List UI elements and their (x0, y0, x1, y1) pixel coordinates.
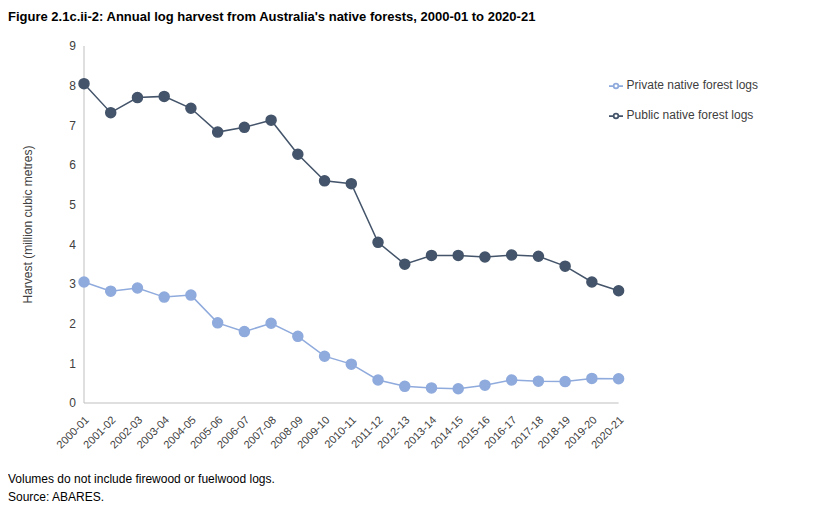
html-text:Source: ABARES.: Source: ABARES. (8, 490, 104, 504)
svg-text:2003-04: 2003-04 (134, 413, 172, 451)
svg-text:2017-18: 2017-18 (508, 413, 546, 451)
html-text:Figure 2.1c.ii-2: Annual log h: Figure 2.1c.ii-2: Annual log harvest fro… (8, 9, 536, 24)
svg-text:2004-05: 2004-05 (161, 413, 198, 451)
html-text:Public native forest logs: Public native forest logs (626, 108, 754, 122)
html-text:Private native forest logs: Private native forest logs (626, 78, 758, 92)
svg-text:2001-02: 2001-02 (80, 413, 118, 451)
svg-text:2000-01: 2000-01 (54, 413, 92, 451)
svg-text:2011-12: 2011-12 (348, 413, 386, 450)
svg-text:2018-19: 2018-19 (535, 413, 573, 451)
svg-text:1: 1 (69, 357, 76, 371)
svg-text:2: 2 (69, 317, 76, 331)
svg-text:2019-20: 2019-20 (561, 413, 599, 451)
svg-text:0: 0 (69, 396, 76, 410)
svg-text:2002-03: 2002-03 (107, 413, 145, 451)
svg-text:2013-14: 2013-14 (401, 413, 439, 451)
svg-text:Harvest (million cubic metres): Harvest (million cubic metres) (21, 145, 35, 303)
svg-text:2020-21: 2020-21 (589, 414, 626, 451)
svg-text:2015-16: 2015-16 (455, 413, 492, 451)
svg-text:2008-09: 2008-09 (267, 413, 305, 451)
svg-text:8: 8 (69, 79, 76, 93)
svg-text:5: 5 (69, 198, 76, 212)
svg-text:2010-11: 2010-11 (321, 413, 359, 450)
svg-text:7: 7 (69, 119, 76, 133)
svg-text:2005-06: 2005-06 (187, 413, 225, 451)
svg-text:2009-10: 2009-10 (294, 413, 332, 451)
svg-text:2014-15: 2014-15 (428, 413, 466, 451)
svg-text:2007-08: 2007-08 (241, 413, 279, 451)
html-text:Volumes do not include firewoo: Volumes do not include firewood or fuelw… (8, 472, 275, 486)
svg-text:2016-17: 2016-17 (481, 413, 519, 451)
svg-text:2012-13: 2012-13 (374, 413, 412, 451)
svg-text:4: 4 (69, 238, 76, 252)
svg-text:3: 3 (69, 277, 76, 291)
svg-text:6: 6 (69, 158, 76, 172)
svg-text:9: 9 (69, 39, 76, 53)
svg-text:2006-07: 2006-07 (214, 413, 252, 451)
